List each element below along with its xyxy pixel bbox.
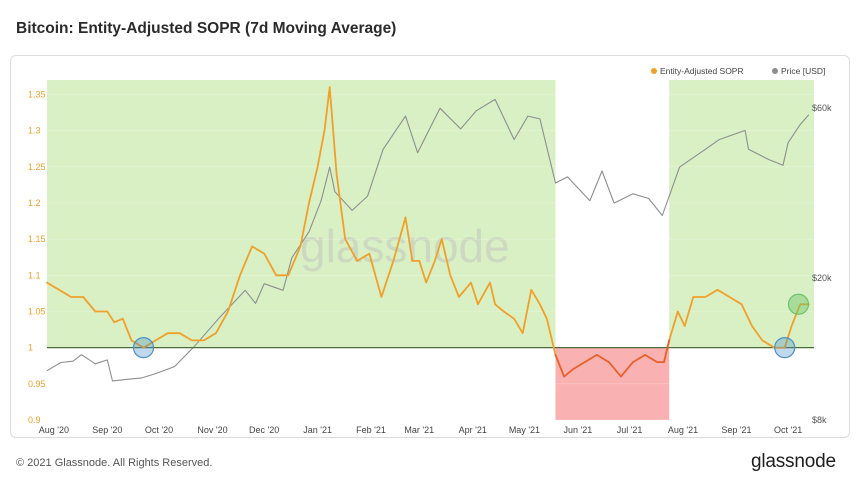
y-left-tick-9: 0.9 [28,415,41,425]
y-right-tick-1: $20k [812,273,832,283]
legend-price-swatch [772,68,778,74]
y-left-tick-1: 1.3 [28,126,41,136]
x-tick-4: Dec '20 [249,425,279,435]
y-left-tick-6: 1.05 [28,306,46,316]
x-tick-7: Mar '21 [404,425,434,435]
x-tick-10: Jun '21 [563,425,592,435]
x-tick-11: Jul '21 [617,425,643,435]
x-tick-2: Oct '20 [145,425,173,435]
y-left-tick-5: 1.1 [28,270,41,280]
legend[interactable]: Entity-Adjusted SOPR Price [USD] [651,66,825,76]
y-left-tick-8: 0.95 [28,379,46,389]
x-tick-1: Sep '20 [92,425,122,435]
x-tick-9: May '21 [509,425,540,435]
sopr-line-segment-2 [554,339,671,378]
copyright-text: © 2021 Glassnode. All Rights Reserved. [16,457,213,469]
watermark: glassnode [300,220,510,272]
regime-zones [47,80,814,420]
sopr-line-segment-1 [663,288,810,363]
x-tick-6: Feb '21 [356,425,386,435]
legend-price-label[interactable]: Price [USD] [781,66,825,76]
x-tick-3: Nov '20 [197,425,227,435]
y-left-tick-0: 1.35 [28,89,46,99]
y-right-ticks: $60k $20k $8k [812,103,832,425]
sopr-layer [46,86,810,378]
x-ticks: Aug '20 Sep '20 Oct '20 Nov '20 Dec '20 Jan '… [39,425,802,435]
y-left-tick-4: 1.15 [28,234,46,244]
bearish-zone-1 [555,347,670,420]
highlight-circle-green-2 [787,293,810,315]
bullish-zone-0 [47,80,556,348]
highlight-circle-blue-0 [132,337,155,359]
legend-sopr-swatch [651,68,657,74]
price-layer [46,98,810,382]
y-left-tick-7: 1 [28,343,33,353]
gridlines [47,94,814,421]
y-left-ticks: 1.35 1.3 1.25 1.2 1.15 1.1 1.05 1 0.95 0.9 [28,89,46,425]
y-right-tick-2: $8k [812,415,827,425]
chart-frame [10,55,850,438]
legend-sopr-label[interactable]: Entity-Adjusted SOPR [660,66,744,76]
highlight-circle-blue-1 [774,337,796,359]
x-tick-5: Jan '21 [303,425,332,435]
x-tick-13: Sep '21 [721,425,751,435]
y-left-tick-2: 1.25 [28,162,46,172]
brand-logo-text: glassnode [751,451,836,472]
x-tick-0: Aug '20 [39,425,69,435]
x-tick-12: Aug '21 [668,425,698,435]
y-left-tick-3: 1.2 [28,198,41,208]
x-tick-14: Oct '21 [774,425,802,435]
x-tick-8: Apr '21 [459,425,487,435]
highlight-layer [132,293,810,359]
y-right-tick-0: $60k [812,103,832,113]
chart-title: Bitcoin: Entity-Adjusted SOPR (7d Moving… [16,20,397,37]
bullish-zone-2 [669,80,814,348]
sopr-line-segment-0 [46,86,565,378]
price-line [46,98,810,382]
